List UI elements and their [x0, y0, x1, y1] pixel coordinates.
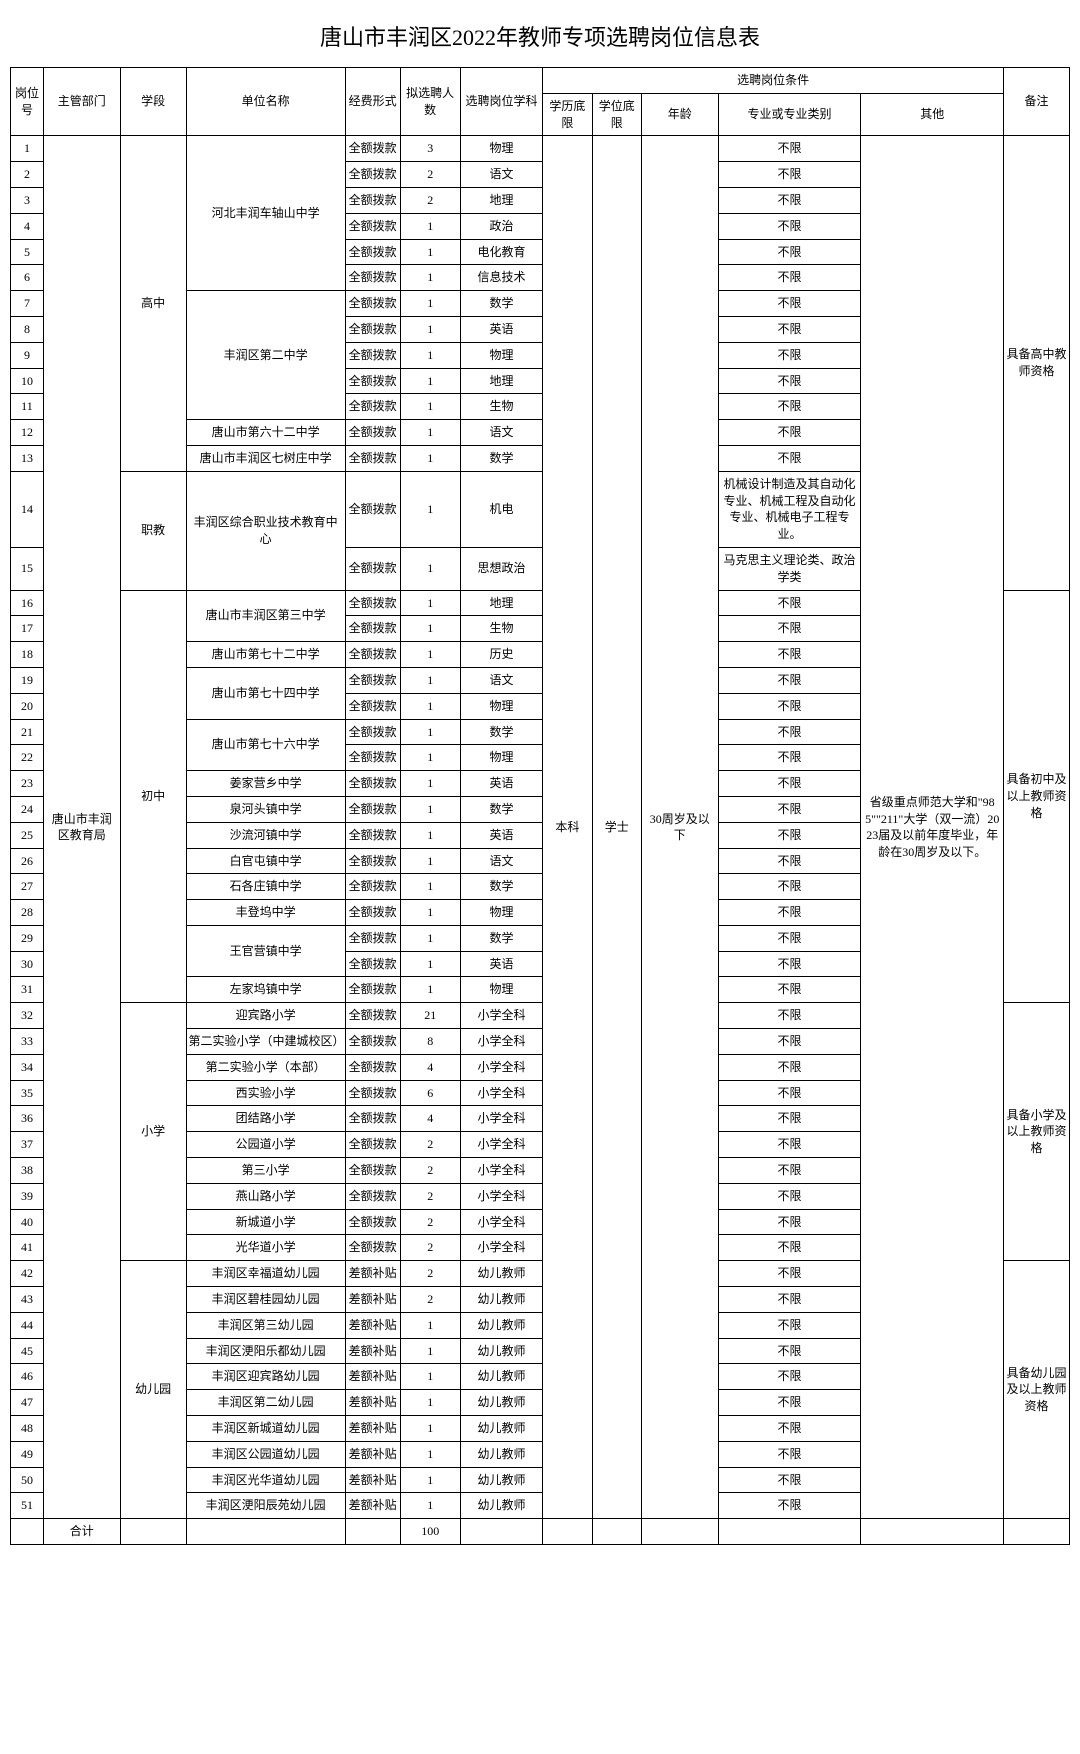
th-stage: 学段 — [120, 68, 186, 136]
th-fund: 经费形式 — [345, 68, 400, 136]
cell-other: 省级重点师范大学和"985""211"大学（双一流）2023届及以前年度毕业，年… — [861, 136, 1004, 1519]
total-label: 合计 — [43, 1519, 120, 1545]
th-dept: 主管部门 — [43, 68, 120, 136]
th-major: 专业或专业类别 — [718, 93, 861, 136]
cell-edu: 本科 — [543, 136, 592, 1519]
th-subj: 选聘岗位学科 — [460, 68, 542, 136]
header-row-1: 岗位号 主管部门 学段 单位名称 经费形式 拟选聘人数 选聘岗位学科 选聘岗位条… — [11, 68, 1070, 94]
total-row: 合计 100 — [11, 1519, 1070, 1545]
cell-dept: 唐山市丰润区教育局 — [43, 136, 120, 1519]
th-note: 备注 — [1004, 68, 1070, 136]
cell-id: 1 — [11, 136, 44, 162]
th-unit: 单位名称 — [186, 68, 345, 136]
cell-note: 具备高中教师资格 — [1004, 136, 1070, 590]
cell-unit: 河北丰润车轴山中学 — [186, 136, 345, 291]
table-row: 1 唐山市丰润区教育局 高中 河北丰润车轴山中学 全额拨款 3 物理 本科 学士… — [11, 136, 1070, 162]
th-cond-group: 选聘岗位条件 — [543, 68, 1004, 94]
cell-stage: 高中 — [120, 136, 186, 471]
cell-age: 30周岁及以下 — [641, 136, 718, 1519]
th-age: 年龄 — [641, 93, 718, 136]
cell-major: 不限 — [718, 136, 861, 162]
page-title: 唐山市丰润区2022年教师专项选聘岗位信息表 — [10, 20, 1070, 52]
th-deg: 学位底限 — [592, 93, 641, 136]
total-sum: 100 — [400, 1519, 460, 1545]
positions-table: 岗位号 主管部门 学段 单位名称 经费形式 拟选聘人数 选聘岗位学科 选聘岗位条… — [10, 67, 1070, 1545]
th-id: 岗位号 — [11, 68, 44, 136]
th-other: 其他 — [861, 93, 1004, 136]
th-edu: 学历底限 — [543, 93, 592, 136]
cell-num: 3 — [400, 136, 460, 162]
cell-deg: 学士 — [592, 136, 641, 1519]
th-num: 拟选聘人数 — [400, 68, 460, 136]
cell-fund: 全额拨款 — [345, 136, 400, 162]
cell-subj: 物理 — [460, 136, 542, 162]
